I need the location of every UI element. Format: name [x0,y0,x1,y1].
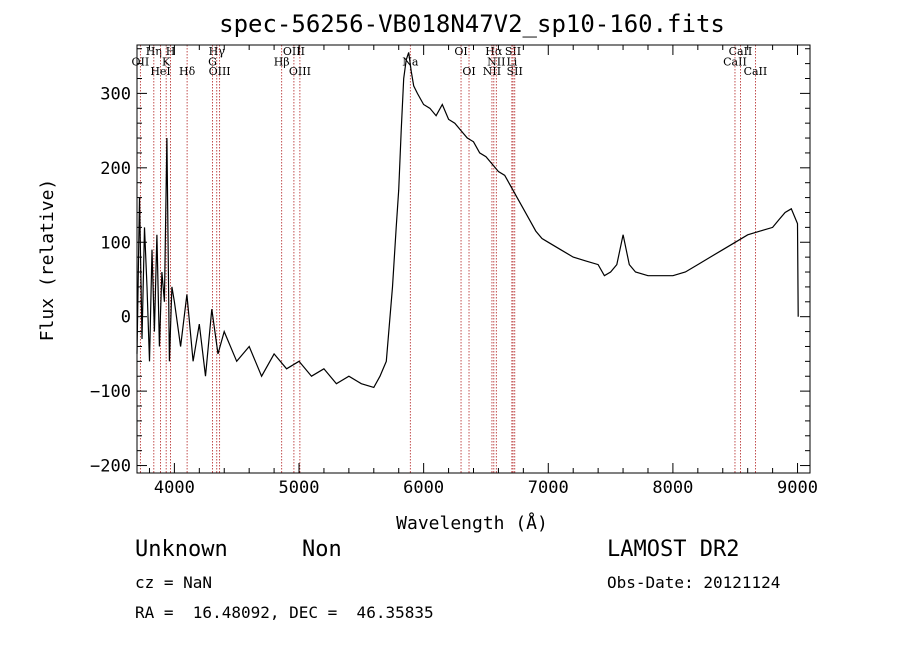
y-tick-label: 300 [100,84,131,104]
y-tick-label: −200 [90,457,131,477]
x-tick-label: 7000 [528,478,569,498]
y-tick-label: 200 [100,159,131,179]
obs-date: Obs-Date: 20121124 [607,573,780,592]
chart-title: spec-56256-VB018N47V2_sp10-160.fits [219,10,725,38]
subclass-label: Non [302,537,342,562]
line-label-10: Hβ [274,55,290,68]
spectrum-line [137,52,798,387]
line-label-1: Hη [146,45,162,58]
plot-frame [137,45,810,473]
x-tick-label: 8000 [652,478,693,498]
coordinates: RA = 16.48092, DEC = 46.35835 [135,603,434,622]
cz-value: cz = NaN [135,573,212,592]
y-tick-label: 100 [100,233,131,253]
x-tick-label: 5000 [279,478,320,498]
x-axis-label: Wavelength (Å) [396,512,548,534]
x-tick-label: 6000 [403,478,444,498]
y-tick-label: 0 [121,308,131,328]
class-label: Unknown [135,537,228,562]
y-tick-label: −100 [90,382,131,402]
line-label-17: NII [483,65,501,78]
x-tick-label: 4000 [154,478,195,498]
line-label-4: HeI [150,65,170,78]
survey-label: LAMOST DR2 [607,537,739,562]
axis-ticks: 4000 5000 6000 7000 8000 9000 −200 −100 0 100 200 3… [90,45,818,498]
line-label-14: OI [462,65,475,78]
line-label-20: Li [506,55,517,68]
y-axis-label: Flux (relative) [37,179,58,342]
line-label-13: OI [454,45,467,58]
line-label-11: OIII [289,65,311,78]
line-label-5: Hδ [179,65,196,78]
x-tick-label: 9000 [777,478,818,498]
line-label-8: OIII [209,65,231,78]
line-label-23: CaII [744,65,768,78]
